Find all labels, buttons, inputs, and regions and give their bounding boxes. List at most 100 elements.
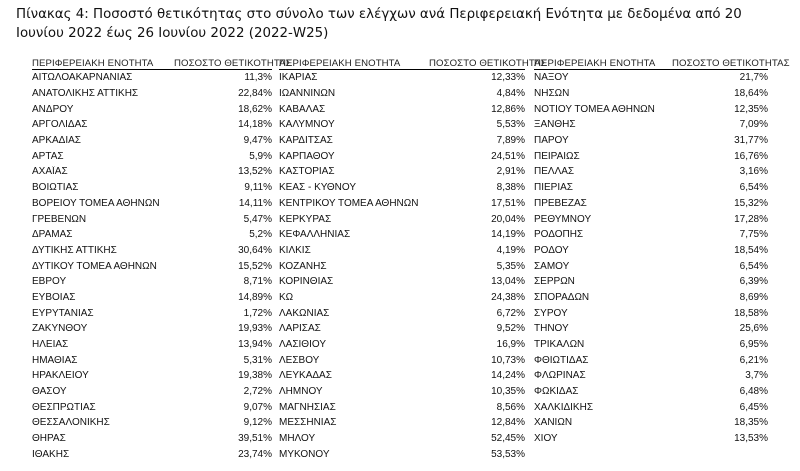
table-row: ΕΒΡΟΥ 8,71% xyxy=(32,274,272,290)
region-name: ΠΕΛΛΑΣ xyxy=(534,166,575,178)
region-name: ΛΕΥΚΑΔΑΣ xyxy=(279,370,332,382)
table-header: ΠΕΡΙΦΕΡΕΙΑΚΗ ΕΝΟΤΗΤΑ ΠΟΣΟΣΤΟ ΘΕΤΙΚΟΤΗΤΑΣ xyxy=(32,57,292,70)
positivity-rate: 16,76% xyxy=(734,150,768,162)
table-row: ΚΕΡΚΥΡΑΣ 20,04% xyxy=(279,211,525,227)
positivity-rate: 18,58% xyxy=(734,307,768,319)
region-name: ΚΙΛΚΙΣ xyxy=(279,244,311,256)
region-name: ΚΑΡΠΑΘΟΥ xyxy=(279,150,335,162)
positivity-rate: 8,71% xyxy=(243,276,272,288)
table-row: ΙΚΑΡΙΑΣ 12,33% xyxy=(279,70,525,86)
positivity-rate: 2,91% xyxy=(496,166,525,178)
region-name: ΛΑΣΙΘΙΟΥ xyxy=(279,339,326,351)
table-row: ΙΘΑΚΗΣ 23,74% xyxy=(32,447,272,463)
region-name: ΞΑΝΘΗΣ xyxy=(534,119,576,131)
positivity-rate: 23,74% xyxy=(238,448,272,460)
positivity-rate: 6,72% xyxy=(496,307,525,319)
region-name: ΤΡΙΚΑΛΩΝ xyxy=(534,339,585,351)
region-name: ΛΗΜΝΟΥ xyxy=(279,386,323,398)
table-row: ΛΕΣΒΟΥ 10,73% xyxy=(279,352,525,368)
positivity-rate: 30,64% xyxy=(238,244,272,256)
header-positivity-rate: ΠΟΣΟΣΤΟ ΘΕΤΙΚΟΤΗΤΑΣ xyxy=(429,58,547,69)
positivity-rate: 7,89% xyxy=(496,135,525,147)
region-name: ΗΛΕΙΑΣ xyxy=(32,339,69,351)
table-row: ΘΑΣΟΥ 2,72% xyxy=(32,384,272,400)
region-name: ΡΟΔΟΥ xyxy=(534,244,569,256)
table-row: ΠΑΡΟΥ 31,77% xyxy=(534,133,768,149)
table-row: ΘΗΡΑΣ 39,51% xyxy=(32,431,272,447)
table-row: ΡΟΔΟΥ 18,54% xyxy=(534,243,768,259)
region-name: ΔΥΤΙΚΗΣ ΑΤΤΙΚΗΣ xyxy=(32,244,117,256)
region-name: ΑΡΚΑΔΙΑΣ xyxy=(32,135,81,147)
table-row: ΖΑΚΥΝΘΟΥ 19,93% xyxy=(32,321,272,337)
region-name: ΛΑΡΙΣΑΣ xyxy=(279,323,321,335)
region-name: ΧΑΛΚΙΔΙΚΗΣ xyxy=(534,401,593,413)
table-row: ΔΥΤΙΚΗΣ ΑΤΤΙΚΗΣ 30,64% xyxy=(32,243,272,259)
table-row: ΝΟΤΙΟΥ ΤΟΜΕΑ ΑΘΗΝΩΝ 12,35% xyxy=(534,101,768,117)
table-row: ΣΥΡΟΥ 18,58% xyxy=(534,305,768,321)
positivity-rate: 9,11% xyxy=(244,182,272,194)
positivity-rate: 7,75% xyxy=(739,229,768,241)
table-row: ΕΥΡΥΤΑΝΙΑΣ 1,72% xyxy=(32,305,272,321)
region-name: ΑΡΤΑΣ xyxy=(32,150,64,162)
positivity-rate: 15,32% xyxy=(734,197,768,209)
region-name: ΚΑΡΔΙΤΣΑΣ xyxy=(279,135,333,147)
region-name: ΚΩ xyxy=(279,291,294,303)
region-name: ΧΑΝΙΩΝ xyxy=(534,417,573,429)
region-name: ΚΕΡΚΥΡΑΣ xyxy=(279,213,332,225)
positivity-rate: 18,64% xyxy=(734,88,768,100)
region-name: ΘΕΣΣΑΛΟΝΙΚΗΣ xyxy=(32,417,110,429)
region-name: ΗΡΑΚΛΕΙΟΥ xyxy=(32,370,89,382)
positivity-rate: 8,69% xyxy=(739,291,768,303)
positivity-rate: 5,2% xyxy=(249,229,272,241)
positivity-rate: 9,47% xyxy=(243,135,272,147)
table-column-2: ΠΕΡΙΦΕΡΕΙΑΚΗ ΕΝΟΤΗΤΑ ΠΟΣΟΣΤΟ ΘΕΤΙΚΟΤΗΤΑΣ Ι… xyxy=(279,57,547,462)
positivity-rate: 13,53% xyxy=(734,433,768,445)
region-name: ΚΕΑΣ - ΚΥΘΝΟΥ xyxy=(279,182,356,194)
region-name: ΙΚΑΡΙΑΣ xyxy=(279,72,318,84)
table-row: ΗΜΑΘΙΑΣ 5,31% xyxy=(32,352,272,368)
table-row: ΧΑΛΚΙΔΙΚΗΣ 6,45% xyxy=(534,399,768,415)
positivity-rate: 17,28% xyxy=(734,213,768,225)
positivity-rate: 14,11% xyxy=(238,197,272,209)
table-row: ΓΡΕΒΕΝΩΝ 5,47% xyxy=(32,211,272,227)
region-name: ΔΡΑΜΑΣ xyxy=(32,229,73,241)
region-name: ΒΟΙΩΤΙΑΣ xyxy=(32,182,79,194)
table-row: ΠΙΕΡΙΑΣ 6,54% xyxy=(534,180,768,196)
table-header: ΠΕΡΙΦΕΡΕΙΑΚΗ ΕΝΟΤΗΤΑ ΠΟΣΟΣΤΟ ΘΕΤΙΚΟΤΗΤΑΣ xyxy=(279,57,547,70)
positivity-rate: 24,38% xyxy=(491,291,525,303)
region-name: ΦΩΚΙΔΑΣ xyxy=(534,386,579,398)
region-name: ΝΑΞΟΥ xyxy=(534,72,569,84)
positivity-rate: 18,62% xyxy=(238,103,272,115)
table-row: ΦΘΙΩΤΙΔΑΣ 6,21% xyxy=(534,352,768,368)
table-row: ΚΕΝΤΡΙΚΟΥ ΤΟΜΕΑ ΑΘΗΝΩΝ 17,51% xyxy=(279,196,525,212)
positivity-rate: 4,19% xyxy=(496,244,525,256)
positivity-rate: 8,38% xyxy=(496,182,525,194)
table-row: ΜΑΓΝΗΣΙΑΣ 8,56% xyxy=(279,399,525,415)
table-row: ΧΑΝΙΩΝ 18,35% xyxy=(534,415,768,431)
table-row: ΝΗΣΩΝ 18,64% xyxy=(534,86,768,102)
region-name: ΚΑΒΑΛΑΣ xyxy=(279,103,326,115)
region-name: ΕΥΒΟΙΑΣ xyxy=(32,291,76,303)
header-region: ΠΕΡΙΦΕΡΕΙΑΚΗ ΕΝΟΤΗΤΑ xyxy=(534,58,656,69)
positivity-rate: 6,95% xyxy=(739,339,768,351)
table-row: ΝΑΞΟΥ 21,7% xyxy=(534,70,768,86)
positivity-rate: 10,73% xyxy=(491,354,525,366)
region-name: ΑΧΑΪΑΣ xyxy=(32,166,68,178)
region-name: ΠΡΕΒΕΖΑΣ xyxy=(534,197,587,209)
region-name: ΝΟΤΙΟΥ ΤΟΜΕΑ ΑΘΗΝΩΝ xyxy=(534,103,655,115)
positivity-rate: 22,84% xyxy=(238,88,272,100)
table-row: ΚΩ 24,38% xyxy=(279,290,525,306)
table-header: ΠΕΡΙΦΕΡΕΙΑΚΗ ΕΝΟΤΗΤΑ ΠΟΣΟΣΤΟ ΘΕΤΙΚΟΤΗΤΑΣ xyxy=(534,57,790,70)
region-name: ΙΘΑΚΗΣ xyxy=(32,448,70,460)
table-column-3: ΠΕΡΙΦΕΡΕΙΑΚΗ ΕΝΟΤΗΤΑ ΠΟΣΟΣΤΟ ΘΕΤΙΚΟΤΗΤΑΣ Ν… xyxy=(534,57,790,447)
region-name: ΜΑΓΝΗΣΙΑΣ xyxy=(279,401,336,413)
table-row: ΡΟΔΟΠΗΣ 7,75% xyxy=(534,227,768,243)
positivity-rate: 18,35% xyxy=(734,417,768,429)
table-row: ΑΡΚΑΔΙΑΣ 9,47% xyxy=(32,133,272,149)
positivity-rate: 3,16% xyxy=(739,166,768,178)
table-row: ΣΠΟΡΑΔΩΝ 8,69% xyxy=(534,290,768,306)
region-name: ΣΑΜΟΥ xyxy=(534,260,570,272)
table-row: ΚΑΛΥΜΝΟΥ 5,53% xyxy=(279,117,525,133)
table-row: ΦΛΩΡΙΝΑΣ 3,7% xyxy=(534,368,768,384)
table-row: ΘΕΣΣΑΛΟΝΙΚΗΣ 9,12% xyxy=(32,415,272,431)
